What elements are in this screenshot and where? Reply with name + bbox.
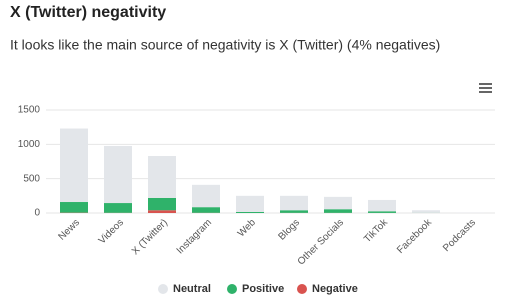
- menu-bar: [479, 87, 492, 89]
- bar-segment: [104, 203, 132, 213]
- bar-segment: [104, 146, 132, 203]
- bar-segment: [412, 210, 440, 213]
- bar-segment: [192, 185, 220, 207]
- legend-label[interactable]: Positive: [242, 283, 284, 295]
- bar-segment: [236, 196, 264, 212]
- x-tick-label: Facebook: [395, 217, 435, 257]
- legend-label[interactable]: Neutral: [173, 283, 211, 295]
- menu-button[interactable]: [479, 83, 492, 93]
- bar-segment: [368, 211, 396, 213]
- bar-segment: [280, 196, 308, 210]
- bar-segment: [280, 210, 308, 213]
- legend-marker: [297, 284, 307, 294]
- legend-marker: [158, 284, 168, 294]
- x-tick-label: Web: [236, 217, 258, 239]
- x-tick-label: Podcasts: [441, 217, 478, 254]
- bar-segment: [236, 212, 264, 213]
- x-tick-label: News: [57, 217, 82, 242]
- x-tick-label: TikTok: [362, 217, 391, 246]
- bar-segment: [324, 209, 352, 213]
- bar-segment: [148, 198, 176, 210]
- x-tick-label: Videos: [97, 217, 126, 246]
- chart-title: X (Twitter) negativity: [10, 4, 166, 21]
- bar-segment: [148, 210, 176, 213]
- chart-subtitle: It looks like the main source of negativ…: [10, 37, 440, 53]
- bar-segment: [368, 200, 396, 211]
- menu-bar: [479, 91, 492, 93]
- bar-segment: [60, 129, 88, 202]
- x-tick-label: Other Socials: [296, 217, 346, 267]
- bar-segment: [148, 156, 176, 198]
- y-tick-label: 0: [34, 208, 40, 219]
- bar-segment: [324, 197, 352, 209]
- bar-segment: [192, 207, 220, 213]
- x-tick-label: X (Twitter): [130, 217, 170, 257]
- y-tick-label: 500: [23, 173, 40, 184]
- x-tick-label: Blogs: [277, 217, 302, 242]
- x-tick-label: Instagram: [175, 217, 214, 256]
- legend-marker: [227, 284, 237, 294]
- menu-bar: [479, 83, 492, 85]
- y-tick-label: 1500: [18, 105, 41, 116]
- legend-label[interactable]: Negative: [312, 283, 358, 295]
- y-tick-label: 1000: [18, 139, 41, 150]
- bar-segment: [60, 202, 88, 213]
